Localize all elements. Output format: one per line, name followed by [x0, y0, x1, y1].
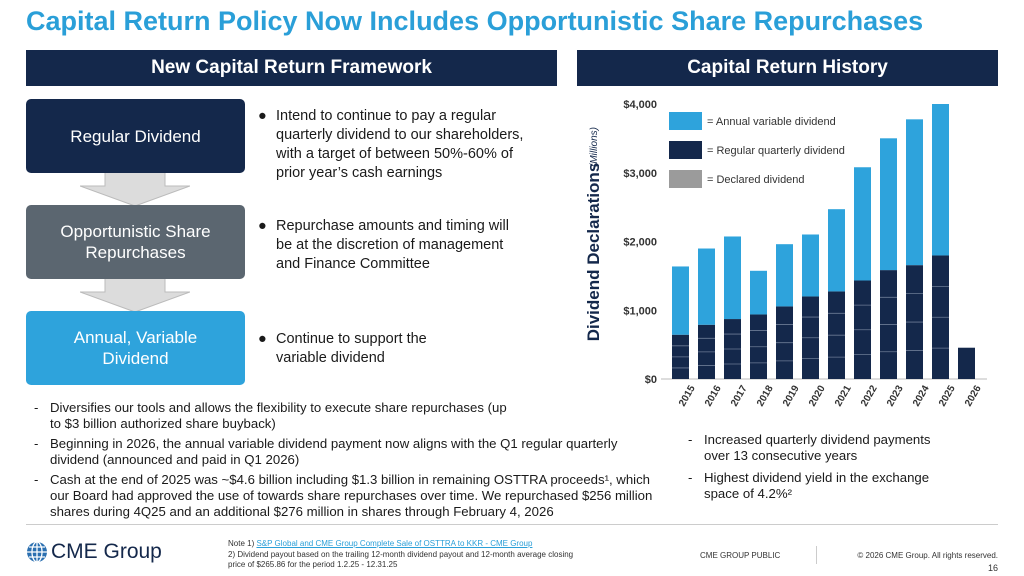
bullet-regular: ● Intend to continue to pay a regular qua… [258, 108, 524, 181]
page-number: 16 [987, 563, 998, 573]
down-arrow-icon [80, 172, 190, 206]
x-tick-label: 2022 [859, 383, 880, 408]
cme-logo: CME Group [26, 540, 162, 564]
globe-icon [27, 541, 47, 563]
note-item: - Beginning in 2026, the annual variable … [34, 436, 618, 467]
bullet-variable: ● Continue to support the variable divide… [258, 331, 427, 366]
capital-return-chart: $0 $1,000 $2,000 $3,000 $4,000 Dividend Decla… [584, 99, 987, 409]
bullet-repurchase: ● Repurchase amounts and timing will be a… [258, 218, 509, 272]
bar-variable-2017 [724, 236, 741, 320]
legend-label: = Regular quarterly dividend [707, 145, 845, 157]
y-tick-label: $4,000 [623, 99, 657, 111]
bar-variable-2021 [828, 209, 845, 292]
y-axis-unit: (Millions) [589, 127, 600, 167]
x-tick-label: 2019 [781, 383, 802, 408]
notes-list: - Diversifies our tools and allows the fl… [34, 400, 654, 520]
footer-separator [816, 546, 817, 564]
footer-divider [26, 524, 998, 525]
x-tick-label: 2021 [833, 383, 854, 408]
x-tick-label: 2024 [911, 383, 932, 408]
x-tick-label: 2018 [755, 383, 776, 408]
footnotes: Note 1) S&P Global and CME Group Complet… [228, 539, 574, 569]
share-repurchases-box: Opportunistic Share Repurchases [26, 205, 245, 279]
legend-swatch [669, 141, 702, 159]
x-tick-label: 2016 [703, 383, 724, 408]
x-tick-label: 2023 [885, 383, 906, 408]
history-header: Capital Return History [577, 50, 998, 86]
x-tick-label: 2015 [677, 383, 698, 408]
legend-label: = Declared dividend [707, 174, 805, 186]
y-tick-label: $3,000 [623, 168, 657, 180]
x-tick-label: 2017 [729, 383, 750, 408]
classification: CME GROUP PUBLIC [700, 551, 781, 560]
bar-variable-2024 [906, 119, 923, 266]
y-tick-label: $1,000 [623, 305, 657, 317]
y-axis-label: Dividend Declarations [584, 163, 603, 342]
legend-swatch [669, 170, 702, 188]
framework-header: New Capital Return Framework [26, 50, 557, 86]
bar-variable-2020 [802, 234, 819, 297]
bar-variable-2018 [750, 270, 767, 315]
x-tick-label: 2026 [963, 383, 984, 408]
legend-label: = Annual variable dividend [707, 116, 836, 128]
regular-dividend-box: Regular Dividend [26, 99, 245, 173]
bar-variable-2016 [698, 248, 715, 325]
y-tick-label: $2,000 [623, 237, 657, 249]
bar-variable-2015 [672, 266, 689, 335]
copyright: © 2026 CME Group. All rights reserved. [857, 551, 998, 560]
right-notes: - Increased quarterly dividend payments o… [688, 432, 948, 502]
note-item: - Cash at the end of 2025 was ~$4.6 billi… [34, 472, 653, 519]
legend-swatch [669, 112, 702, 130]
variable-dividend-box: Annual, Variable Dividend [26, 311, 245, 385]
x-tick-label: 2025 [937, 383, 958, 408]
y-tick-label: $0 [645, 374, 657, 386]
down-arrow-icon [80, 278, 190, 312]
page-title: Capital Return Policy Now Includes Oppor… [26, 6, 924, 36]
bar-variable-2025 [932, 104, 949, 256]
x-tick-label: 2020 [807, 383, 828, 408]
note-item: - Diversifies our tools and allows the fl… [34, 400, 507, 431]
note-item: - Highest dividend yield in the exchange … [688, 470, 930, 501]
bar-variable-2023 [880, 138, 897, 271]
bar-variable-2019 [776, 244, 793, 307]
osttra-sale-link[interactable]: S&P Global and CME Group Complete Sale o… [256, 539, 533, 548]
bar-variable-2022 [854, 167, 871, 281]
note-item: - Increased quarterly dividend payments o… [688, 432, 931, 463]
bar-regular-2026 [958, 347, 975, 379]
